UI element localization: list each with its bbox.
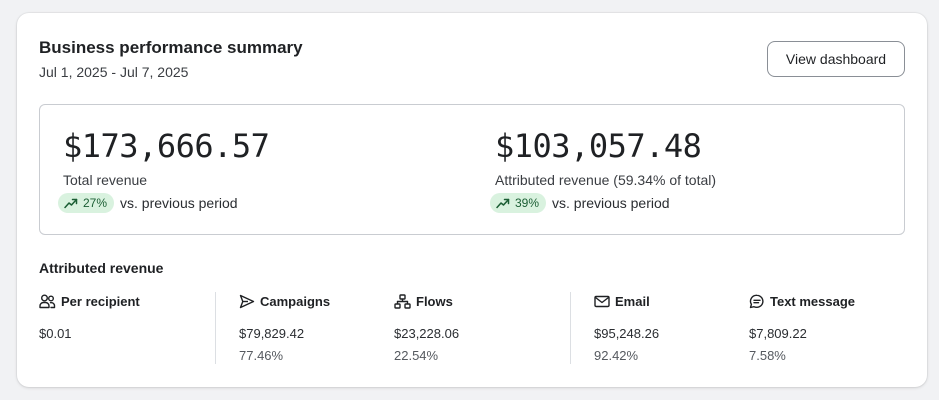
change-percent: 39% — [515, 196, 540, 210]
send-icon — [239, 294, 255, 308]
attributed-revenue-change: 39% vs. previous period — [490, 193, 670, 213]
card-title: Business performance summary — [39, 38, 303, 57]
stat-percent: 92.42% — [594, 348, 639, 363]
users-icon — [39, 294, 56, 308]
stat-name: Text message — [770, 293, 856, 309]
attributed-revenue-heading: Attributed revenue — [39, 260, 164, 276]
attributed-revenue-breakdown: Per recipient $0.01 Campaigns $79,829.42… — [17, 291, 927, 365]
stat-name: Email — [615, 293, 650, 309]
trend-up-icon — [64, 198, 78, 209]
stat-per-recipient: Per recipient $0.01 — [39, 291, 140, 342]
stat-amount: $23,228.06 — [394, 326, 460, 341]
stat-percent: 7.58% — [749, 348, 786, 363]
change-text: vs. previous period — [552, 195, 670, 211]
attributed-revenue-label: Attributed revenue (59.34% of total) — [495, 172, 717, 188]
flow-icon — [394, 293, 411, 309]
view-dashboard-button[interactable]: View dashboard — [767, 41, 905, 77]
stat-text-message: Text message $7,809.22 7.58% — [749, 291, 856, 364]
stat-flows: Flows $23,228.06 22.54% — [394, 291, 459, 364]
stat-amount: $79,829.42 — [239, 326, 305, 341]
stat-name: Per recipient — [61, 293, 140, 309]
stat-amount: $7,809.22 — [749, 326, 807, 341]
change-badge: 27% — [58, 193, 115, 213]
revenue-summary-box: $173,666.57 Total revenue 27% vs. previo… — [39, 104, 905, 235]
total-revenue-value: $173,666.57 — [63, 127, 270, 165]
total-revenue-change: 27% vs. previous period — [58, 193, 238, 213]
divider — [215, 292, 216, 364]
stat-percent: 77.46% — [239, 348, 284, 363]
date-range: Jul 1, 2025 - Jul 7, 2025 — [39, 64, 189, 80]
chat-icon — [749, 294, 764, 308]
stat-amount: $95,248.26 — [594, 326, 660, 341]
stat-amount: $0.01 — [39, 326, 72, 341]
stat-campaigns: Campaigns $79,829.42 77.46% — [239, 291, 331, 364]
divider — [570, 292, 571, 364]
attributed-revenue-value: $103,057.48 — [495, 127, 702, 165]
stat-name: Campaigns — [260, 293, 331, 309]
stat-email: Email $95,248.26 92.42% — [594, 291, 659, 364]
stat-percent: 22.54% — [394, 348, 439, 363]
change-badge: 39% — [490, 193, 547, 213]
stat-name: Flows — [416, 293, 453, 309]
mail-icon — [594, 295, 610, 307]
change-text: vs. previous period — [120, 195, 238, 211]
trend-up-icon — [496, 198, 510, 209]
performance-summary-card: Business performance summary Jul 1, 2025… — [17, 13, 927, 387]
total-revenue-label: Total revenue — [63, 172, 148, 188]
change-percent: 27% — [83, 196, 108, 210]
